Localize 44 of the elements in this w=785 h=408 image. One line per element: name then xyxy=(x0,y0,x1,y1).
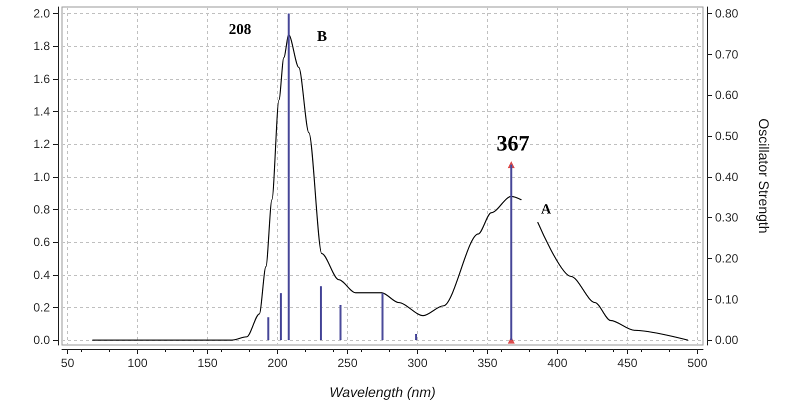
bar xyxy=(415,334,418,340)
x-tick-label: 350 xyxy=(477,356,498,370)
y2-tick-label: 0.20 xyxy=(715,251,739,266)
y-tick-label: 0.6 xyxy=(33,235,50,250)
x-tick-label: 200 xyxy=(268,356,288,370)
x-tick-label: 300 xyxy=(407,356,428,370)
y-tick-label: 0.2 xyxy=(33,300,50,314)
y-tick-label: 1.0 xyxy=(33,170,50,184)
x-tick-label: 50 xyxy=(60,356,75,370)
y-tick-label: 0.8 xyxy=(33,202,50,216)
y2-tick-label: 0.40 xyxy=(715,170,739,184)
x-tick-label: 250 xyxy=(337,356,358,370)
y-tick-label: 1.8 xyxy=(33,39,50,54)
x-tick-label: 150 xyxy=(198,356,218,370)
y2-tick-label: 0.60 xyxy=(715,88,739,102)
annotation: B xyxy=(316,29,328,45)
bar xyxy=(267,317,270,340)
bar xyxy=(382,293,384,340)
y2-tick-label: 0.30 xyxy=(715,210,739,225)
bar xyxy=(288,14,290,340)
y-tick-label: 1.6 xyxy=(33,72,50,86)
y2-axis-title: Oscillator Strength xyxy=(756,118,772,234)
bar xyxy=(320,286,322,340)
y2-tick-label: 0.10 xyxy=(715,292,739,306)
annotation: A xyxy=(540,202,552,218)
x-tick-label: 450 xyxy=(617,356,638,370)
y2-tick-label: 0.70 xyxy=(715,47,739,62)
x-tick-label: 500 xyxy=(687,356,708,370)
x-tick-label: 100 xyxy=(128,356,148,370)
y2-tick-label: 0.50 xyxy=(715,128,739,143)
x-axis-title: Wavelength (nm) xyxy=(329,384,436,400)
annotation: 208 xyxy=(228,22,252,38)
x-tick-label: 400 xyxy=(547,356,568,370)
annotation: 367 xyxy=(496,130,530,156)
y2-tick-label: 0.00 xyxy=(715,333,739,348)
bar xyxy=(340,304,342,340)
y-tick-label: 2.0 xyxy=(33,6,50,21)
y-tick-label: 1.4 xyxy=(33,104,50,118)
y-tick-label: 0.0 xyxy=(33,333,50,348)
bar xyxy=(510,164,512,340)
y-tick-label: 1.2 xyxy=(33,137,50,152)
y2-tick-label: 0.80 xyxy=(715,6,739,21)
bar xyxy=(280,293,282,340)
y-tick-label: 0.4 xyxy=(33,268,50,282)
